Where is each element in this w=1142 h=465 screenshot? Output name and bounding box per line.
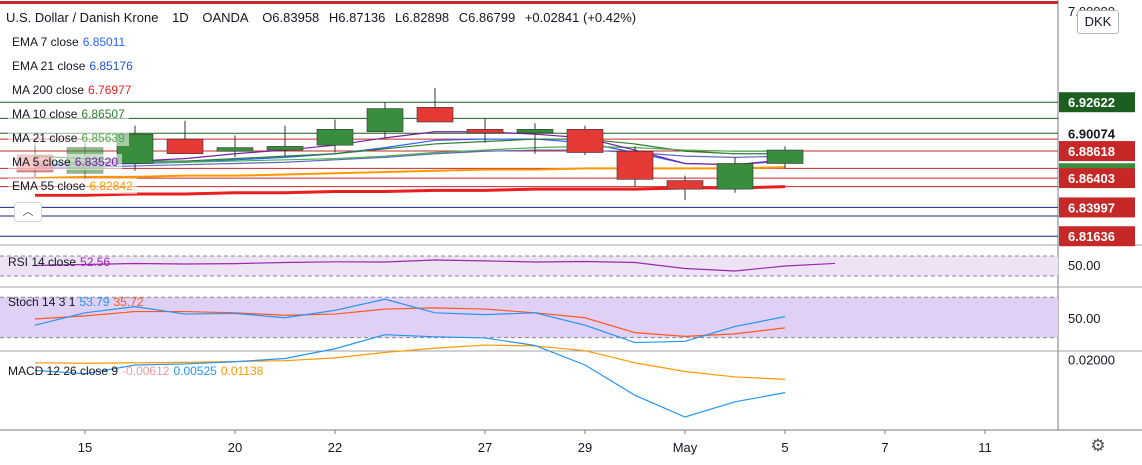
ohlc-high: H6.87136 (328, 10, 386, 25)
indicator-series-line (34, 138, 785, 162)
price-marker-label: 6.86403 (1068, 171, 1115, 186)
indicator-label: MA 5 close (12, 155, 71, 169)
ohlc-open: O6.83958 (262, 10, 320, 25)
indicator-series-line (34, 138, 786, 166)
candle-body (166, 138, 204, 155)
candle-body (716, 163, 754, 190)
gear-icon[interactable]: ⚙ (1090, 436, 1106, 455)
stoch-tick-label: 50.00 (1068, 311, 1101, 326)
time-axis-label: 7 (881, 440, 888, 455)
macd-label: MACD 12 26 close 9 (8, 364, 119, 378)
ohlc-change: +0.02841 (+0.42%) (524, 10, 637, 25)
ohlc-low: L6.82898 (394, 10, 450, 25)
time-axis-label: 29 (578, 440, 592, 455)
symbol-header[interactable]: U.S. Dollar / Danish Krone 1D OANDA O6.8… (6, 10, 642, 25)
indicator-value: 6.82842 (89, 179, 133, 193)
indicator-legend[interactable]: MA 200 close 6.76977 (8, 82, 136, 98)
interval-label[interactable]: 1D (172, 10, 189, 25)
rsi-legend[interactable]: RSI 14 close 52.56 (8, 254, 110, 270)
indicator-legend[interactable]: EMA 7 close 6.85011 (8, 34, 130, 50)
candle-body (466, 129, 504, 134)
indicator-label: MA 21 close (12, 131, 78, 145)
candle-body (416, 107, 454, 123)
candle-body (616, 150, 654, 180)
indicator-series-line (35, 149, 786, 168)
indicator-value: 6.85011 (82, 35, 126, 49)
time-axis-label: 15 (78, 440, 92, 455)
exchange-label: OANDA (202, 10, 249, 25)
time-axis-label: 27 (478, 440, 492, 455)
indicator-legend[interactable]: MA 5 close 6.83520 (8, 154, 123, 170)
price-marker-label: 6.90074 (1068, 126, 1116, 141)
candle-body (566, 129, 604, 153)
price-marker-label: 6.81636 (1068, 229, 1115, 244)
indicator-label: EMA 7 close (12, 35, 79, 49)
stoch-k-value: 53.79 (79, 295, 110, 309)
indicator-label: MA 10 close (12, 107, 78, 121)
time-axis-label: 22 (328, 440, 342, 455)
macd-legend[interactable]: MACD 12 26 close 9 -0.00612 0.00525 0.01138 (8, 363, 263, 379)
indicator-series-line (34, 145, 785, 163)
currency-badge[interactable]: DKK (1077, 10, 1119, 34)
rsi-band (0, 256, 1058, 276)
stoch-label: Stoch 14 3 1 (8, 295, 76, 309)
price-marker-badge (1059, 226, 1135, 247)
price-marker-label: 6.92622 (1068, 95, 1115, 110)
rsi-label: RSI 14 close (8, 255, 77, 269)
indicator-series-line (34, 131, 786, 167)
macd-hist-value: -0.00612 (122, 364, 170, 378)
indicator-value: 6.86507 (81, 107, 125, 121)
symbol-name[interactable]: U.S. Dollar / Danish Krone (6, 10, 159, 25)
indicator-label: EMA 21 close (12, 59, 86, 73)
stoch-d-value: 35.72 (113, 295, 144, 309)
candle-body (516, 129, 554, 134)
price-marker-badge (1059, 197, 1135, 218)
time-axis-label: 20 (228, 440, 242, 455)
indicator-series-line (35, 185, 786, 197)
indicator-legend[interactable]: MA 21 close 6.85639 (8, 130, 129, 146)
price-marker-badge (1059, 168, 1135, 189)
stoch-k-line (34, 298, 786, 344)
candle-body (766, 149, 804, 164)
indicator-legend[interactable]: EMA 55 close 6.82842 (8, 178, 137, 194)
indicator-series-line (34, 166, 786, 180)
rsi-value: 52.56 (80, 255, 111, 269)
macd-tick-label: 0.02000 (1068, 353, 1115, 368)
candle-body (316, 129, 354, 146)
time-axis-label: 5 (781, 440, 788, 455)
stoch-d-line (34, 307, 786, 337)
price-marker-badge (1059, 123, 1135, 144)
candle-body (216, 147, 254, 152)
indicator-value: 6.83520 (74, 155, 119, 169)
indicator-legend[interactable]: MA 10 close 6.86507 (8, 106, 129, 122)
macd-signal-value: 0.01138 (220, 364, 264, 378)
macd-line (34, 334, 786, 418)
stoch-band (0, 297, 1058, 338)
price-marker-badge (1059, 92, 1135, 113)
indicator-legend[interactable]: EMA 21 close 6.85176 (8, 58, 137, 74)
time-axis-label: May (673, 440, 698, 455)
price-marker-label: 6.88618 (1068, 144, 1115, 159)
candle-body (366, 108, 404, 133)
ohlc-close: C6.86799 (458, 10, 516, 25)
price-marker-badge (1059, 141, 1135, 162)
macd-signal-line (34, 344, 786, 380)
stoch-legend[interactable]: Stoch 14 3 1 53.79 35.72 (8, 294, 143, 310)
indicator-value: 6.85639 (81, 131, 125, 145)
rsi-tick-label: 50.00 (1068, 258, 1101, 273)
macd-line-value: 0.00525 (173, 364, 217, 378)
indicator-label: MA 200 close (12, 83, 85, 97)
indicator-value: 6.85176 (89, 59, 133, 73)
indicator-value: 6.76977 (88, 83, 132, 97)
candle-body (666, 180, 704, 190)
price-marker-label: 6.83997 (1068, 200, 1115, 215)
time-axis-label: 11 (978, 440, 992, 455)
indicator-label: EMA 55 close (12, 179, 86, 193)
candle-body (266, 146, 304, 151)
rsi-line (34, 259, 836, 272)
collapse-legend-button[interactable]: ︿ (14, 202, 42, 222)
